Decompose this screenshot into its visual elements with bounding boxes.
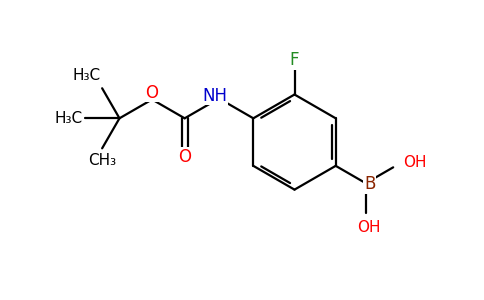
Text: O: O bbox=[146, 83, 159, 101]
Text: H₃C: H₃C bbox=[55, 111, 83, 126]
Text: OH: OH bbox=[403, 155, 426, 170]
Text: O: O bbox=[178, 148, 191, 166]
Text: H₃C: H₃C bbox=[72, 68, 100, 83]
Text: B: B bbox=[364, 175, 376, 193]
Text: F: F bbox=[290, 51, 299, 69]
Text: NH: NH bbox=[202, 86, 227, 104]
Text: CH₃: CH₃ bbox=[88, 153, 116, 168]
Text: OH: OH bbox=[357, 220, 380, 235]
